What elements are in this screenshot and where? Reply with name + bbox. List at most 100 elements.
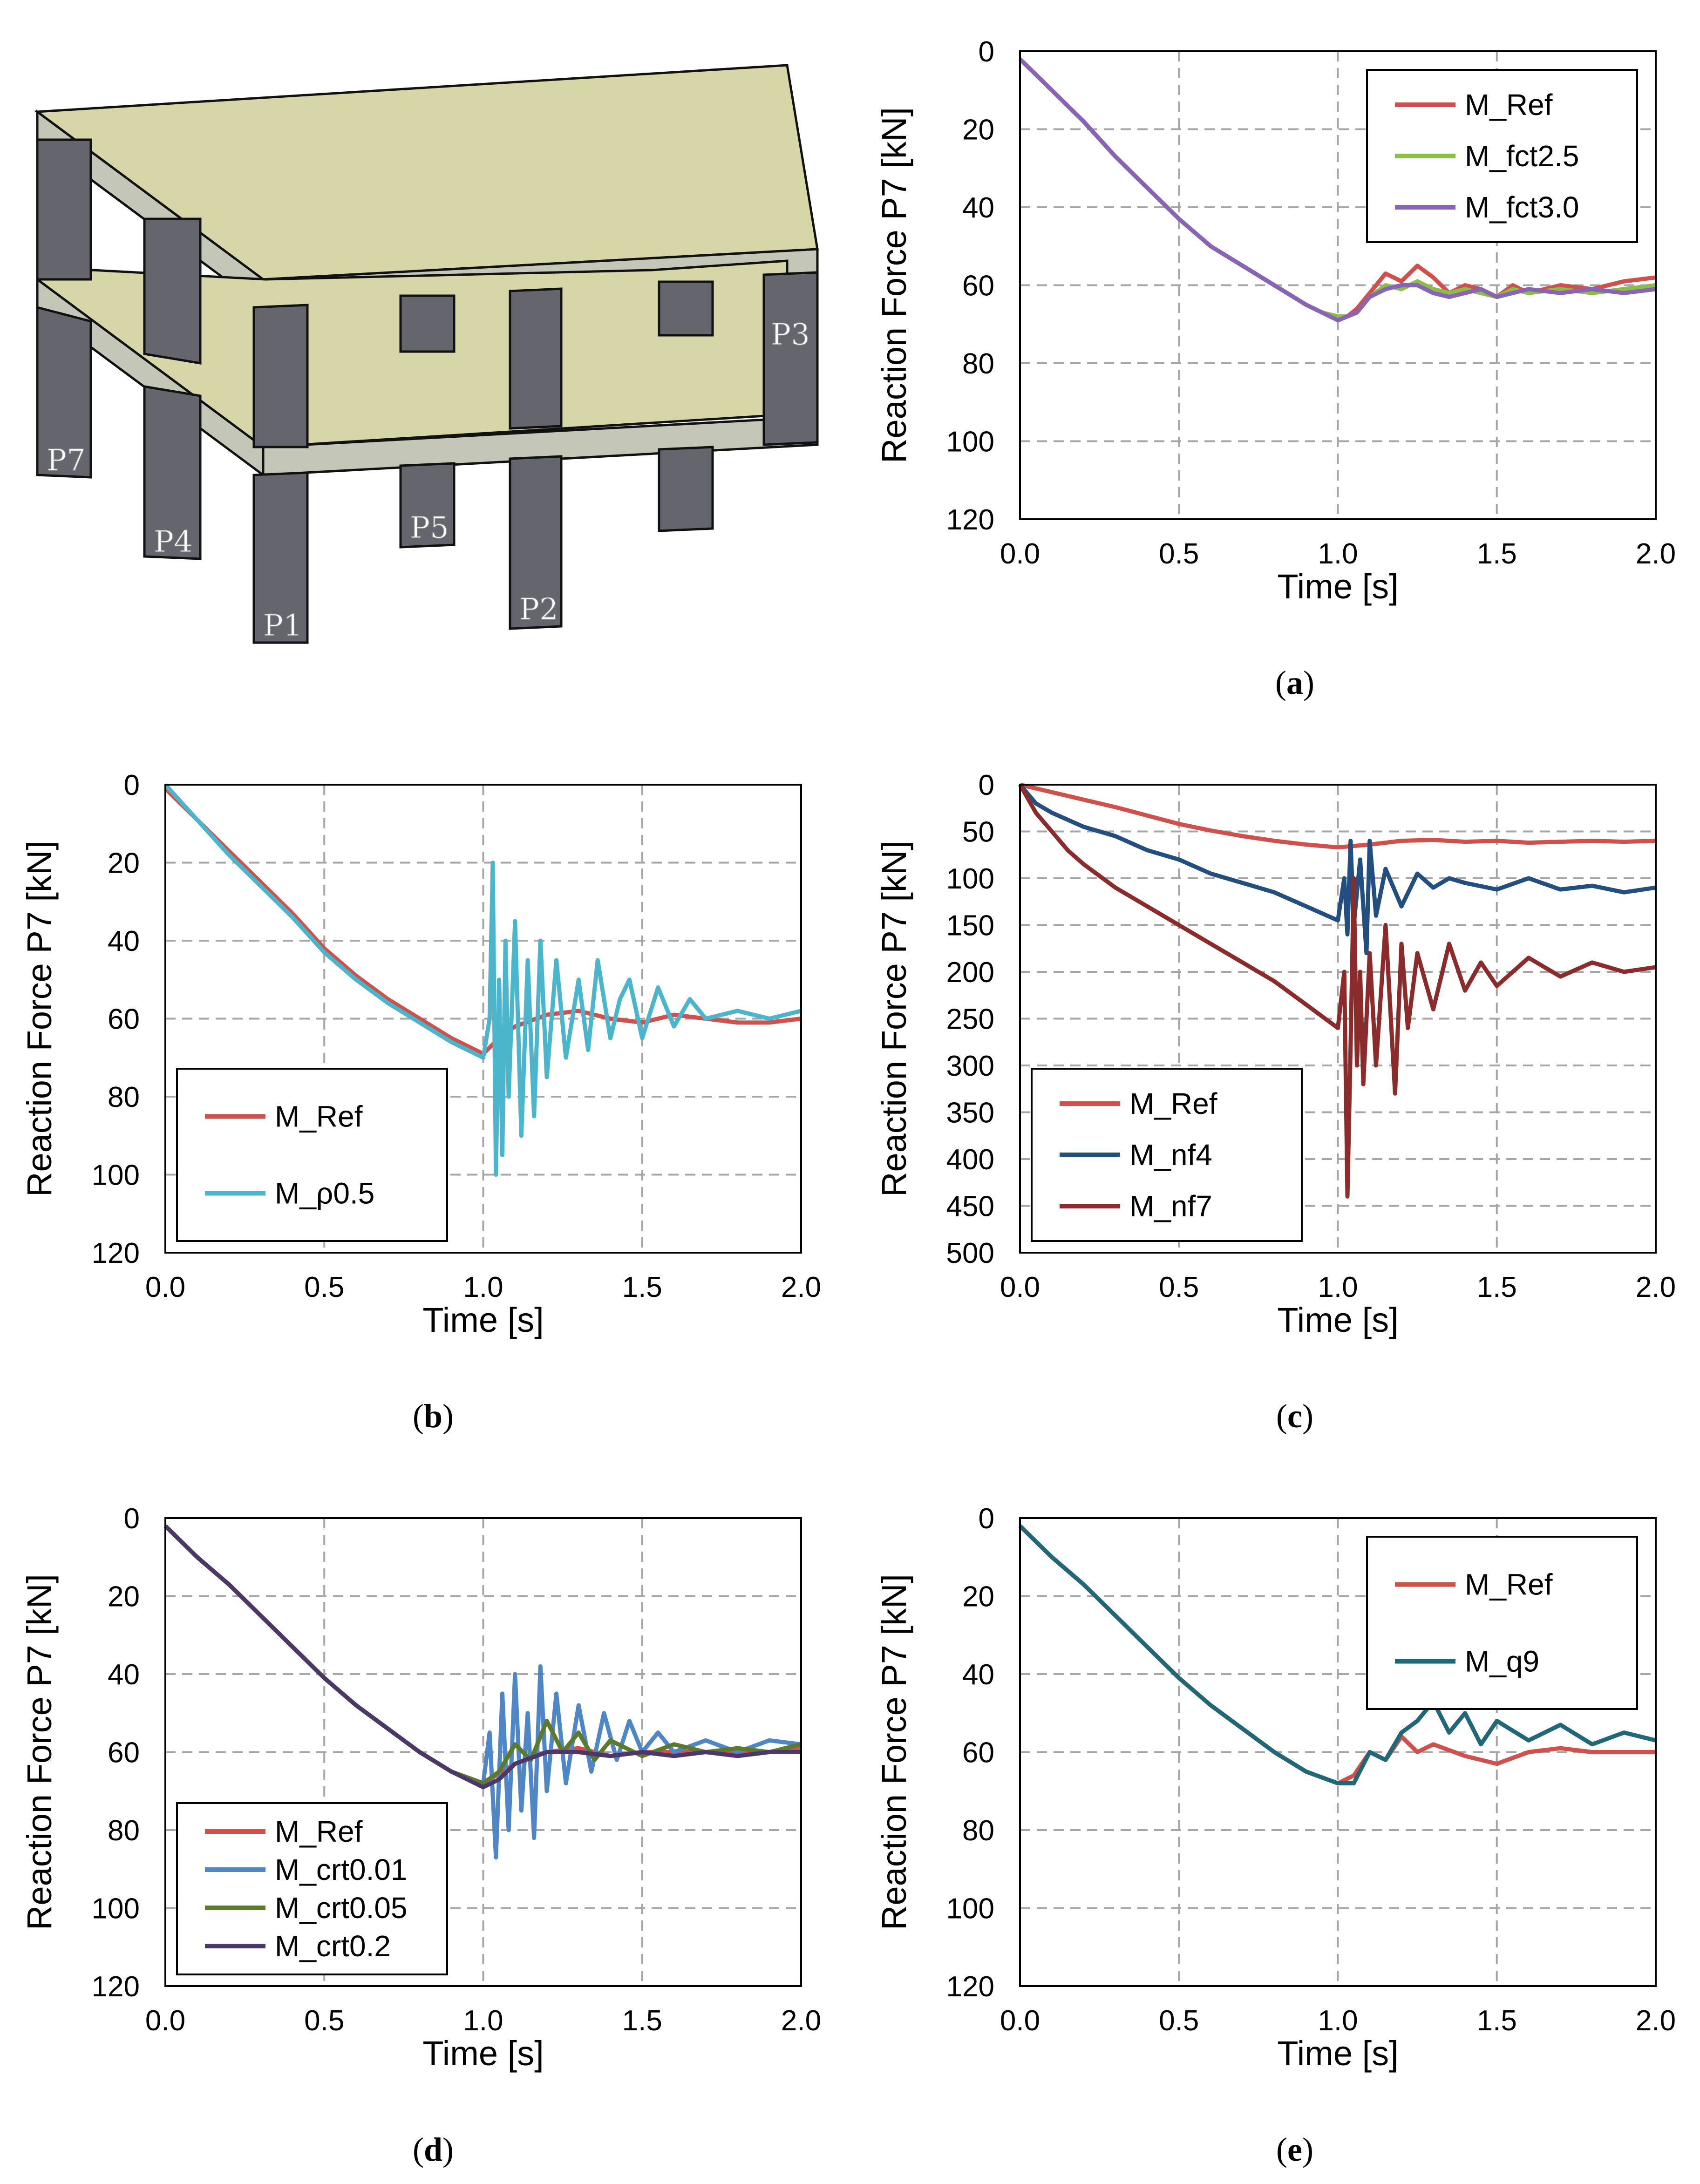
pillar-label-p7: P7 [47, 443, 86, 478]
y-axis-label: Reaction Force P7 [kN] [875, 107, 913, 463]
series-line-b-0 [163, 787, 802, 1056]
y-tick-label: 500 [946, 1237, 994, 1269]
y-tick-label: 20 [108, 1581, 140, 1613]
x-tick-label: 2.0 [781, 2005, 821, 2037]
y-tick-label: 0 [979, 36, 994, 68]
pillar-lower-rear-right [658, 446, 714, 532]
x-tick-label: 1.0 [463, 1271, 503, 1303]
y-tick-label: 200 [946, 956, 994, 989]
legend-label: M_Ref [275, 1815, 363, 1848]
y-tick-label: 150 [946, 910, 994, 942]
legend-label: M_Ref [1465, 88, 1553, 122]
y-tick-label: 60 [108, 1004, 140, 1036]
x-tick-label: 1.0 [463, 2005, 503, 2037]
x-tick-label: 0.0 [1000, 538, 1040, 570]
plot-frame [1019, 1517, 1657, 1987]
y-axis-label: Reaction Force P7 [kN] [875, 841, 913, 1197]
pillar-label-p4: P4 [154, 525, 193, 559]
x-tick-label: 0.0 [1000, 2005, 1040, 2037]
x-tick-label: 1.0 [1318, 2005, 1358, 2037]
legend-label: M_nf7 [1129, 1189, 1212, 1223]
legend-label: M_Ref [1129, 1087, 1217, 1120]
pillar-upper-p4 [143, 217, 202, 365]
pillar-upper-p2 [509, 287, 563, 430]
y-tick-label: 100 [946, 1893, 994, 1925]
y-axis-label: Reaction Force P7 [kN] [20, 841, 59, 1197]
panel-caption: (e) [1276, 2131, 1313, 2168]
legend-box [1366, 1536, 1638, 1710]
y-tick-label: 40 [108, 925, 140, 957]
y-axis-label: Reaction Force P7 [kN] [20, 1574, 59, 1930]
lower-slab-front-side [262, 415, 819, 476]
legend-label: M_Ref [275, 1100, 363, 1133]
series-line-b-1 [163, 783, 802, 1177]
x-axis-label: Time [s] [422, 1301, 544, 1339]
x-tick-label: 1.5 [622, 2005, 662, 2037]
x-tick-label: 1.5 [622, 1271, 662, 1303]
pillar-label-p2: P2 [519, 592, 558, 627]
legend-label: M_Ref [1465, 1568, 1553, 1601]
plot-frame [164, 1517, 802, 1987]
y-tick-label: 400 [946, 1144, 994, 1176]
y-tick-label: 20 [962, 114, 994, 146]
pillar-label-p3: P3 [771, 318, 810, 352]
pillar-label-p5: P5 [410, 511, 449, 545]
y-tick-label: 80 [108, 1081, 140, 1113]
charts: 0.0 0.5 1.0 1.5 2.0 0 20 40 60 80 100 120 Time [s] Re… [20, 36, 1676, 2168]
pillar-upper-p7 [36, 138, 92, 281]
y-tick-label: 40 [962, 192, 994, 224]
series-line-c-2 [1018, 783, 1656, 1199]
series-line-c-0 [1019, 782, 1656, 850]
panel-caption: (d) [413, 2131, 454, 2168]
plot-frame [1019, 50, 1657, 520]
legend-label: M_crt0.01 [275, 1853, 408, 1886]
chart-c: 0.0 0.5 1.0 1.5 2.0 0 50 100 150 200 250 300 350 400 4… [875, 769, 1676, 1435]
y-tick-label: 80 [108, 1815, 140, 1847]
x-axis-label: Time [s] [1277, 567, 1398, 606]
y-tick-label: 250 [946, 1004, 994, 1036]
x-axis-label: Time [s] [1277, 2034, 1398, 2073]
x-tick-label: 0.5 [304, 1271, 344, 1303]
y-tick-label: 120 [946, 504, 994, 536]
y-tick-label: 120 [92, 1971, 140, 2003]
chart-e: 0.0 0.5 1.0 1.5 2.0 0 20 40 60 80 100 120 Time [s] Re… [875, 1503, 1676, 2168]
y-tick-label: 100 [92, 1893, 140, 1925]
pillar-label-p1: P1 [263, 609, 302, 643]
x-tick-label: 0.0 [145, 2005, 185, 2037]
y-tick-label: 100 [92, 1160, 140, 1192]
legend-label: M_ρ0.5 [275, 1177, 374, 1210]
x-tick-label: 0.5 [1159, 1271, 1199, 1303]
legend: M_Ref M_q9 [1366, 1536, 1638, 1710]
legend: M_Ref M_crt0.01 M_crt0.05 M_crt0.2 [176, 1802, 448, 1975]
y-tick-label: 100 [946, 426, 994, 458]
legend: M_Ref M_ρ0.5 [176, 1068, 448, 1242]
legend: M_Ref M_nf4 M_nf7 [1031, 1068, 1303, 1242]
y-tick-label: 0 [124, 769, 140, 801]
legend-label: M_fct3.0 [1465, 190, 1579, 224]
x-tick-label: 2.0 [1636, 1271, 1676, 1303]
y-tick-label: 300 [946, 1050, 994, 1082]
panel-caption: (c) [1276, 1397, 1313, 1435]
x-tick-label: 0.5 [1159, 538, 1199, 570]
pillar-lower-p5 [399, 462, 456, 549]
pillar-lower-p7 [36, 305, 92, 479]
pillar-upper-rear [658, 280, 714, 337]
y-tick-label: 60 [108, 1737, 140, 1769]
x-tick-label: 2.0 [1636, 538, 1676, 570]
x-axis-label: Time [s] [422, 2034, 544, 2073]
legend-label: M_nf4 [1129, 1138, 1212, 1172]
x-tick-label: 1.5 [1477, 538, 1517, 570]
panel-caption: (a) [1275, 664, 1314, 701]
x-axis-label: Time [s] [1277, 1301, 1398, 1339]
y-tick-label: 450 [946, 1191, 994, 1223]
y-tick-label: 50 [962, 816, 994, 848]
pillar-lower-p1 [252, 471, 309, 644]
pillar-upper-p1 [252, 304, 309, 448]
y-tick-label: 350 [946, 1097, 994, 1129]
plot-frame [1019, 784, 1657, 1254]
pillar-upper-p3 [762, 271, 819, 446]
pillar-upper-rear [399, 294, 456, 353]
plot-frame [164, 784, 802, 1254]
y-tick-label: 120 [946, 1971, 994, 2003]
